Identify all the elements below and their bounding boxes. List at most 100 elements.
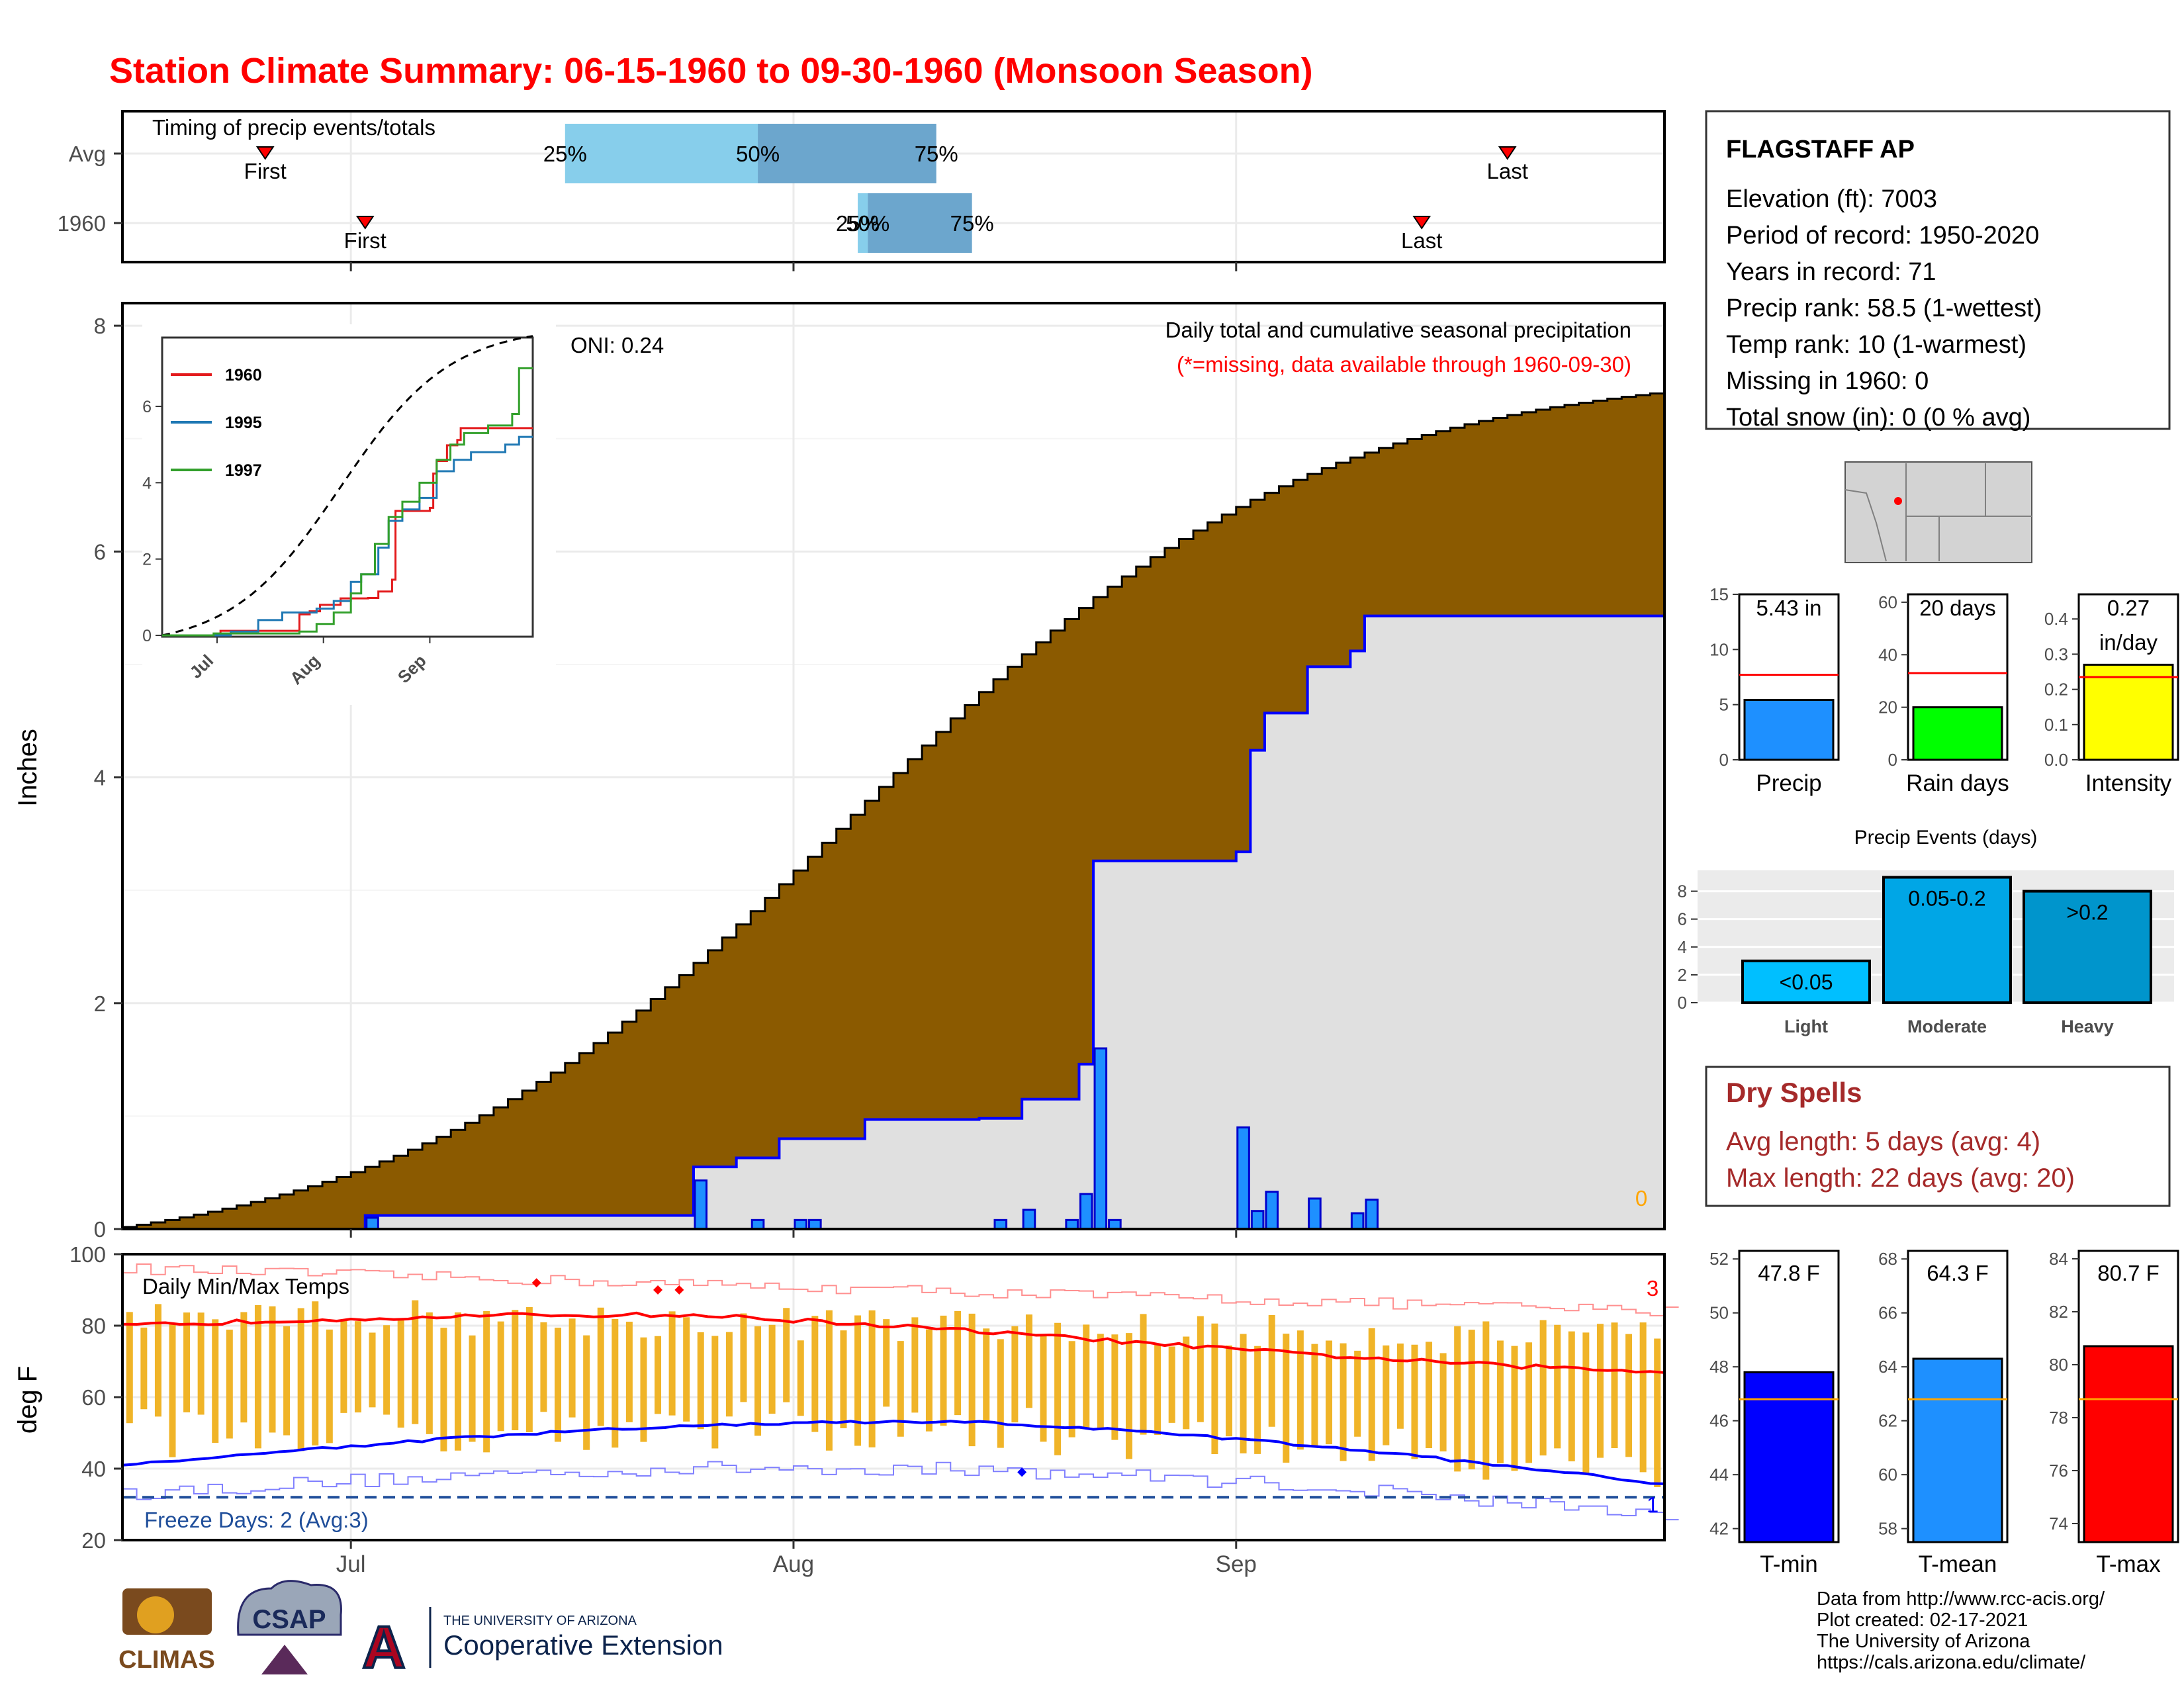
timing-row-label: 1960 [58,211,106,236]
station-info-line: Elevation (ft): 7003 [1726,185,1937,213]
temp-ytick-label: 60 [81,1385,106,1410]
csap-mountain-icon [261,1645,308,1674]
temp-bar-value-text: 64.3 F [1927,1261,1989,1285]
daily-precip-bar [1022,1209,1036,1230]
temp-bar-ytick-label: 64 [1878,1357,1897,1377]
temp-bar-ytick-label: 52 [1709,1249,1729,1269]
station-frame [1705,110,2171,430]
events-ytick-label: 4 [1678,937,1687,957]
event-bar-label: Light [1784,1017,1828,1036]
daily-precip-bar [808,1218,822,1230]
month-label: Jul [336,1551,366,1577]
station-name: FLAGSTAFF AP [1726,136,1915,163]
dry-title: Dry Spells [1726,1077,1862,1108]
dry-line: Avg length: 5 days (avg: 4) [1726,1127,2040,1156]
event-bar [1741,959,1871,1005]
timing-first-marker [355,216,375,230]
precip-panel: 0 2 4 6 8 Inches Daily total and cumulative se… [13,302,1666,1242]
precip-corner-value: 0 [1635,1186,1647,1211]
temp-bar-value [2083,1345,2174,1543]
avg-max-temp-line [122,1311,1665,1374]
timing-bar-25-50 [565,124,758,183]
precip-frame [121,302,1666,1230]
inset-legend-label: 1995 [225,414,262,432]
temp-bar-ytick-label: 66 [1878,1303,1897,1323]
daily-precip-bar [1250,1210,1265,1230]
mini-bar-value [2083,663,2174,761]
station-info-line: Total snow (in): 0 (0 % avg) [1726,404,2030,432]
mini-bar-value [1743,699,1835,761]
temp-ytick-label: 20 [81,1528,106,1553]
temp-bar-ytick-label: 42 [1709,1519,1729,1539]
timing-last-marker [1498,146,1517,160]
temp-bar-ytick-label: 48 [1709,1357,1729,1377]
mini-bar-value-text: 20 days [1919,596,1996,620]
events-ytick-label: 0 [1678,993,1687,1013]
mini-bar-value-text: 5.43 in [1756,596,1821,620]
dry-line: Max length: 22 days (avg: 20) [1726,1164,2075,1193]
csap-cloud-icon [237,1580,342,1636]
mini-bar-value-text: 0.27 [2107,596,2150,620]
timing-last-label: Last [1401,228,1442,253]
month-axis: Jul Aug Sep [336,1229,1257,1577]
oni-label: ONI: 0.24 [570,333,664,357]
precip-note: (*=missing, data available through 1960-… [1177,352,1631,377]
inset-ytick-label: 6 [142,398,152,416]
footer-line: Data from http://www.rcc-acis.org/ [1817,1588,2105,1610]
timing-title: Timing of precip events/totals [152,115,435,140]
ua-small-text: THE UNIVERSITY OF ARIZONA [443,1614,637,1628]
avg-min-temp-line [122,1420,1665,1485]
mini-bar-ytick-label: 60 [1878,592,1897,612]
timing-p75-label: 75% [915,142,958,166]
mini-bar-value [1912,706,2003,761]
temp-bar-value-text: 80.7 F [2097,1261,2160,1285]
timing-last-label: Last [1486,159,1527,183]
temp-bar-ytick-label: 84 [2049,1249,2068,1269]
temp-bar-ytick-label: 76 [2049,1461,2068,1481]
temp-bar-label: T-min [1760,1551,1818,1577]
temp-bar-label: T-max [2096,1551,2161,1577]
timing-p75-label: 75% [950,211,994,236]
temp-bar-ytick-label: 46 [1709,1411,1729,1431]
event-bar-range: >0.2 [2066,901,2108,925]
record-low-marker [1017,1467,1027,1477]
temp-bar-value [1912,1357,2003,1543]
mini-bar-ytick-label: 10 [1709,639,1729,659]
mini-bar-ytick-label: 0.0 [2044,750,2068,770]
precip-ytick-label: 4 [94,766,106,790]
temp-title: Daily Min/Max Temps [142,1274,349,1299]
footer: Data from http://www.rcc-acis.org/Plot c… [118,1580,2105,1682]
temp-bar-ytick-label: 62 [1878,1411,1897,1431]
record-low-count: 1 [1647,1492,1659,1517]
temp-bar-ytick-label: 60 [1878,1465,1897,1485]
station-info-line: Precip rank: 58.5 (1-wettest) [1726,295,2042,322]
cumulative-1960-area [122,616,1664,1229]
daily-precip-bar [1079,1193,1093,1230]
temp-bar-label: T-mean [1919,1551,1997,1577]
climas-logo-text: CLIMAS [118,1646,215,1674]
events-ytick-label: 8 [1678,882,1687,901]
timing-first-marker [255,146,275,160]
record-high-marker [653,1285,663,1295]
temp-bar-ytick-label: 58 [1878,1519,1897,1539]
cumulative-1960-line [122,614,1664,1230]
mini-bar-ytick-label: 40 [1878,645,1897,664]
precip-ytick-label: 8 [94,314,106,338]
record-high-marker [674,1285,684,1295]
station-info-line: Years in record: 71 [1726,258,1936,286]
daily-precip-bar [1065,1218,1079,1230]
timing-bar-25-50 [858,193,868,253]
precip-ytick-label: 0 [94,1217,106,1242]
temp-bar-ytick-label: 78 [2049,1408,2068,1428]
timing-last-marker [1412,216,1432,230]
daily-precip-bar [1308,1197,1322,1230]
mini-bar-label: Precip [1756,770,1821,796]
precip-ytick-label: 2 [94,991,106,1016]
precip-ylabel: Inches [13,729,42,807]
mini-bar-ytick-label: 20 [1878,698,1897,717]
record-high-marker [531,1278,541,1288]
timing-first-label: First [244,159,287,183]
event-bar-label: Moderate [1907,1017,1987,1036]
temp-ytick-label: 40 [81,1457,106,1481]
